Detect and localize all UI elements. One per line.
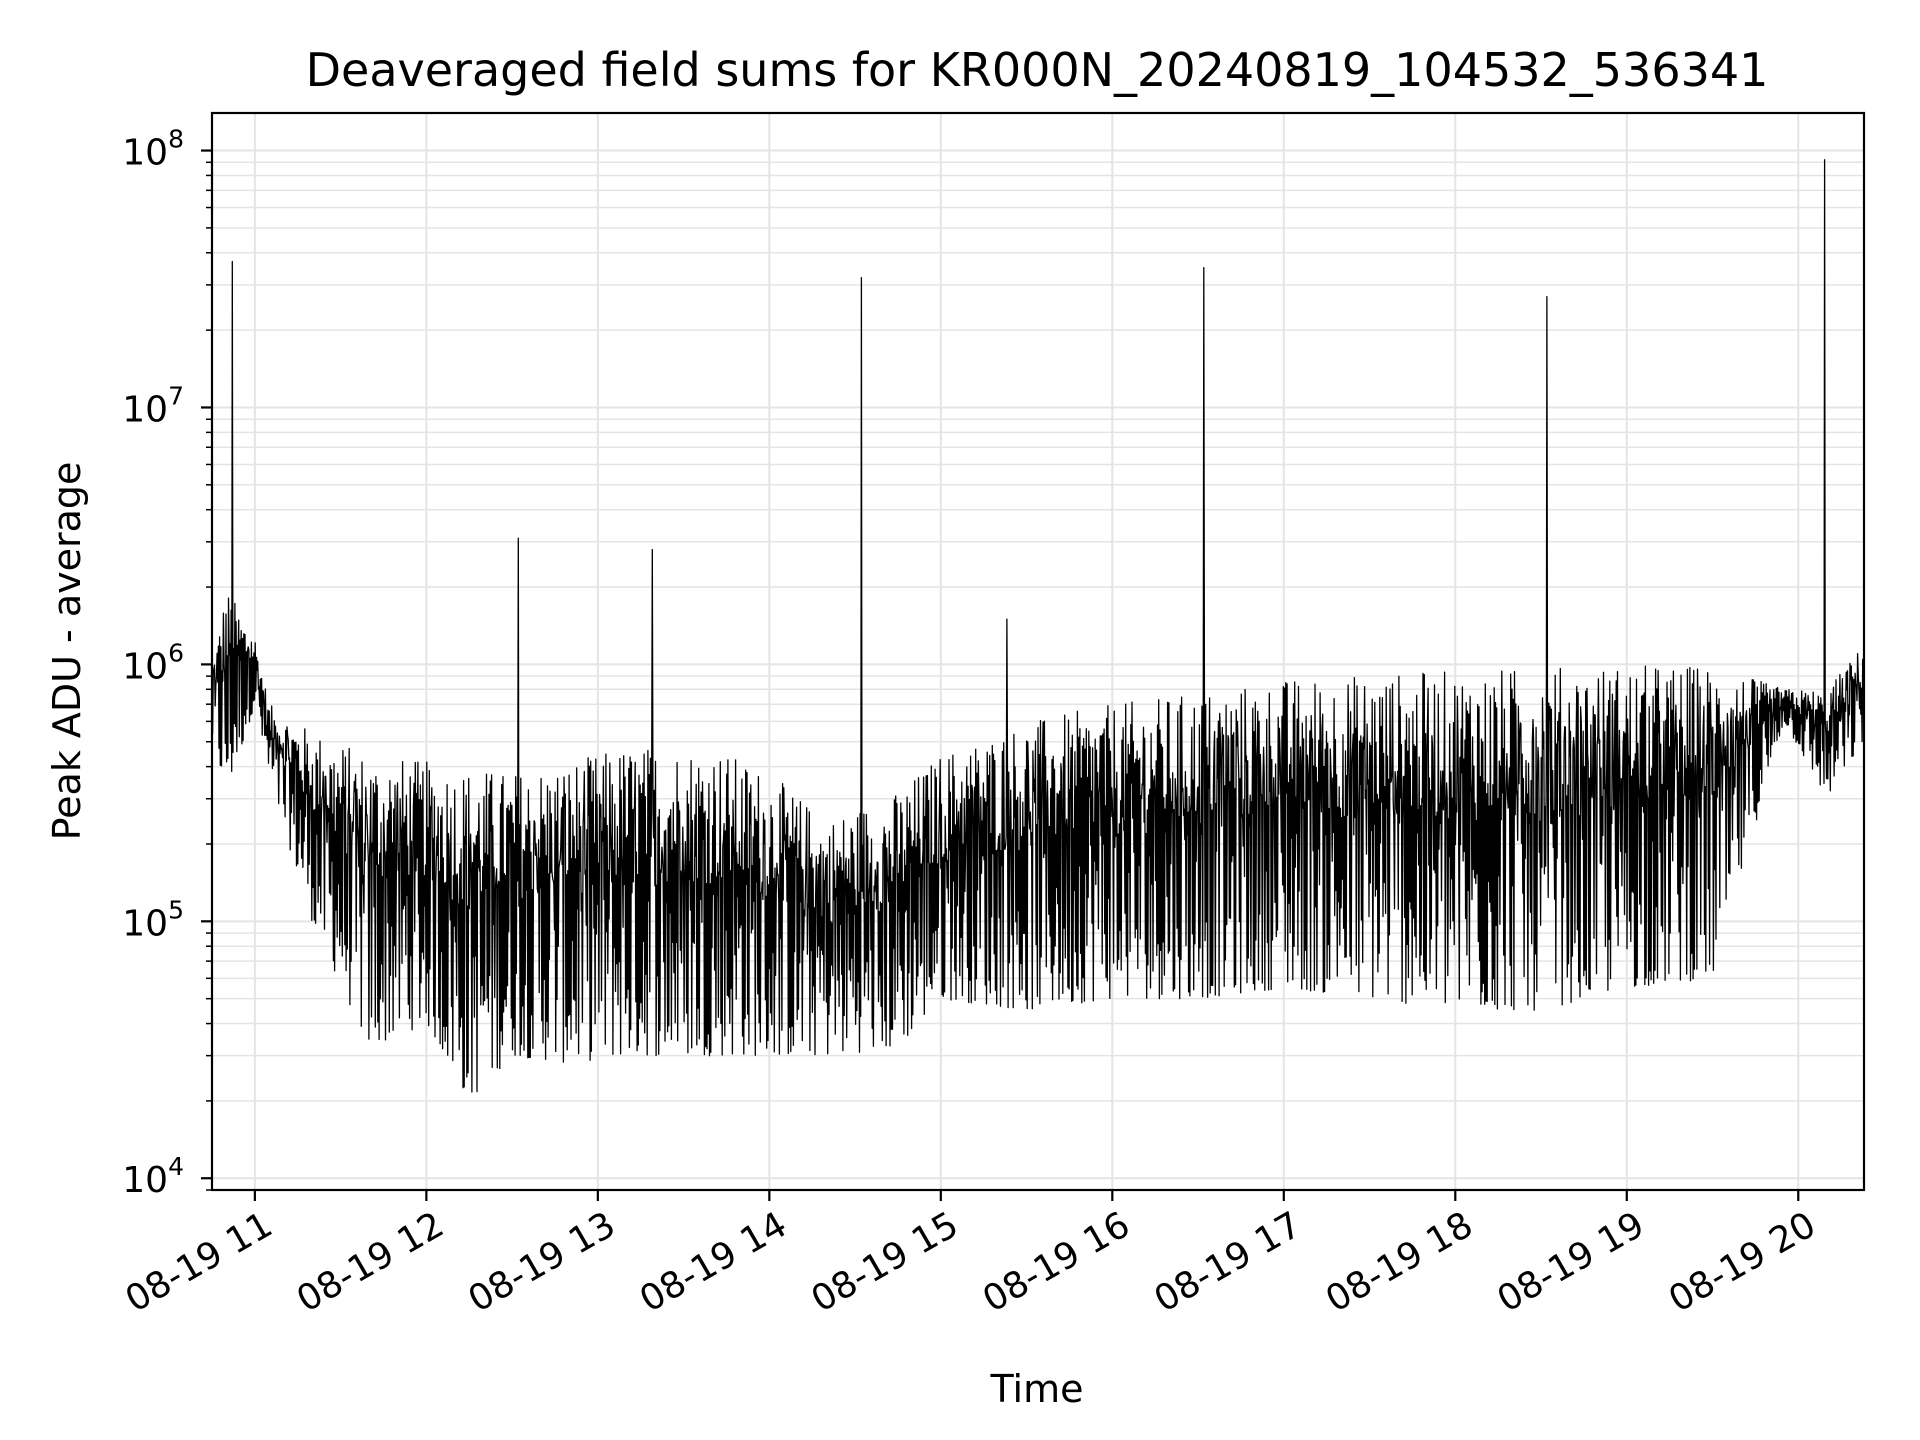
y-tick-label: 106 xyxy=(122,638,184,687)
y-tick-exponent: 5 xyxy=(168,895,184,924)
series-line xyxy=(211,159,1865,1093)
y-tick-label: 104 xyxy=(122,1152,184,1201)
y-tick-exponent: 7 xyxy=(168,381,184,410)
x-tick-label: 08-19 14 xyxy=(633,1204,794,1320)
y-tick-exponent: 8 xyxy=(168,125,184,154)
series-group xyxy=(211,159,1865,1093)
x-tick-label: 08-19 16 xyxy=(976,1204,1137,1320)
x-axis: 08-19 11 08-19 12 08-19 13 08-19 14 08-19 15… xyxy=(119,1190,1823,1321)
x-tick-label: 08-19 13 xyxy=(462,1204,623,1320)
x-tick-label: 08-19 19 xyxy=(1491,1204,1652,1320)
x-tick-label: 08-19 12 xyxy=(290,1204,451,1320)
y-tick-label: 107 xyxy=(122,381,184,430)
x-axis-label: Time xyxy=(990,1367,1084,1411)
y-tick-exponent: 4 xyxy=(168,1152,184,1181)
x-tick-label: 08-19 20 xyxy=(1662,1204,1823,1320)
x-tick-label: 08-19 18 xyxy=(1319,1204,1480,1320)
x-tick-label: 08-19 15 xyxy=(805,1204,966,1320)
y-tick-label: 108 xyxy=(122,125,184,174)
y-tick-exponent: 6 xyxy=(168,638,184,667)
y-tick-label: 105 xyxy=(122,895,184,944)
chart-title: Deaveraged field sums for KR000N_2024081… xyxy=(306,43,1769,97)
plot-frame xyxy=(210,111,1866,1192)
x-tick-label: 08-19 11 xyxy=(119,1204,280,1320)
y-axis: 104 105 106 107 108 xyxy=(122,125,212,1201)
x-tick-label: 08-19 17 xyxy=(1148,1204,1309,1320)
y-axis-label: Peak ADU - average xyxy=(45,462,89,841)
